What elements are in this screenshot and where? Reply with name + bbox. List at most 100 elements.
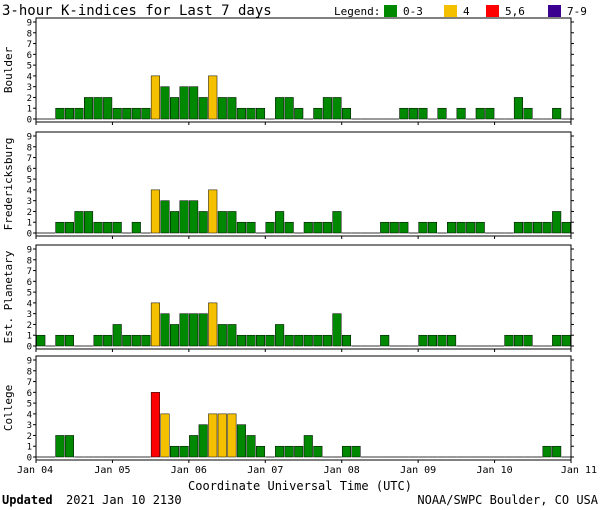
bar <box>64 221 74 234</box>
credit-text: NOAA/SWPC Boulder, CO USA <box>417 493 598 507</box>
bar <box>504 334 514 347</box>
bar <box>399 107 409 120</box>
bar <box>284 221 294 234</box>
bar <box>456 221 466 234</box>
bar <box>160 86 170 120</box>
x-tick-label: Jan 06 <box>171 465 207 476</box>
y-tick-label: 8 <box>27 143 32 153</box>
bar <box>313 445 323 458</box>
x-tick-label: Jan 10 <box>477 465 513 476</box>
bar <box>236 424 246 458</box>
bar <box>246 221 256 234</box>
y-tick-label: 2 <box>27 321 32 331</box>
bar <box>322 334 332 347</box>
bar <box>437 107 447 120</box>
bar <box>552 211 562 234</box>
bar <box>55 107 65 120</box>
bar <box>456 107 466 120</box>
bar <box>380 334 390 347</box>
x-tick-label: Jan 07 <box>247 465 283 476</box>
bar <box>322 221 332 234</box>
bar <box>93 97 103 120</box>
bar <box>112 324 122 347</box>
bar <box>236 107 246 120</box>
bar <box>284 445 294 458</box>
bar <box>552 334 562 347</box>
bar <box>179 200 189 234</box>
y-tick-label: 3 <box>27 197 32 207</box>
bar <box>179 86 189 120</box>
bar <box>112 221 122 234</box>
y-tick-label: 0 <box>27 454 32 464</box>
updated-label: Updated <box>2 493 53 507</box>
bar <box>466 221 476 234</box>
bar <box>275 445 285 458</box>
chart-title: 3-hour K-indices for Last 7 days <box>2 3 272 19</box>
bar <box>131 334 141 347</box>
bar <box>513 334 523 347</box>
bar <box>131 107 141 120</box>
bar <box>227 324 237 347</box>
series-name: Boulder <box>2 46 15 93</box>
bar <box>198 211 208 234</box>
bar <box>122 107 132 120</box>
x-tick-label: Jan 08 <box>324 465 360 476</box>
y-tick-label: 1 <box>27 105 32 115</box>
bar <box>236 334 246 347</box>
bar <box>313 107 323 120</box>
bar <box>189 435 199 458</box>
series-name: Est. Planetary <box>2 250 15 343</box>
bar <box>170 97 180 120</box>
bar <box>208 189 218 234</box>
bar <box>408 107 418 120</box>
bar <box>294 445 304 458</box>
bar <box>418 334 428 347</box>
bar <box>294 334 304 347</box>
bar <box>170 324 180 347</box>
y-tick-label: 5 <box>27 289 32 299</box>
bar <box>255 107 266 120</box>
bar <box>246 334 256 347</box>
bar <box>380 221 390 234</box>
bar <box>332 211 342 234</box>
bar <box>198 97 208 120</box>
bar <box>418 221 428 234</box>
bar <box>170 211 180 234</box>
bar <box>55 221 65 234</box>
legend-entry: 0-3 <box>403 5 423 18</box>
bar <box>552 445 562 458</box>
bar <box>103 221 113 234</box>
bar <box>208 302 218 347</box>
bar <box>217 413 227 458</box>
legend: Legend: 0-3 4 5,6 7-9 <box>334 5 587 18</box>
y-tick-label: 8 <box>27 256 32 266</box>
x-axis: Jan 04 Jan 05 Jan 06 Jan 07 Jan 08 Jan 09 Jan … <box>17 465 597 476</box>
bar <box>475 107 485 120</box>
bar <box>284 334 294 347</box>
y-tick-label: 5 <box>27 62 32 72</box>
y-tick-label: 7 <box>27 378 32 388</box>
bar <box>341 445 352 458</box>
y-tick-label: 1 <box>27 219 32 229</box>
legend-swatch <box>548 5 561 17</box>
bar <box>208 413 218 458</box>
bar <box>160 413 170 458</box>
y-tick-label: 9 <box>27 133 32 143</box>
bar <box>150 302 160 347</box>
y-tick-label: 6 <box>27 389 32 399</box>
chart-panels: 0123456789Boulder0123456789Fredericksbur… <box>2 17 574 464</box>
bar <box>485 107 495 120</box>
bar <box>303 221 313 234</box>
bar <box>255 445 266 458</box>
legend-swatch <box>444 5 457 17</box>
bar <box>552 107 562 120</box>
bar <box>313 334 323 347</box>
updated-value: 2021 Jan 10 2130 <box>66 493 182 507</box>
panel-frame <box>35 244 572 350</box>
bar <box>294 107 304 120</box>
bar <box>141 107 151 120</box>
y-tick-label: 4 <box>27 186 32 196</box>
bar <box>322 97 332 120</box>
bar <box>103 334 113 347</box>
